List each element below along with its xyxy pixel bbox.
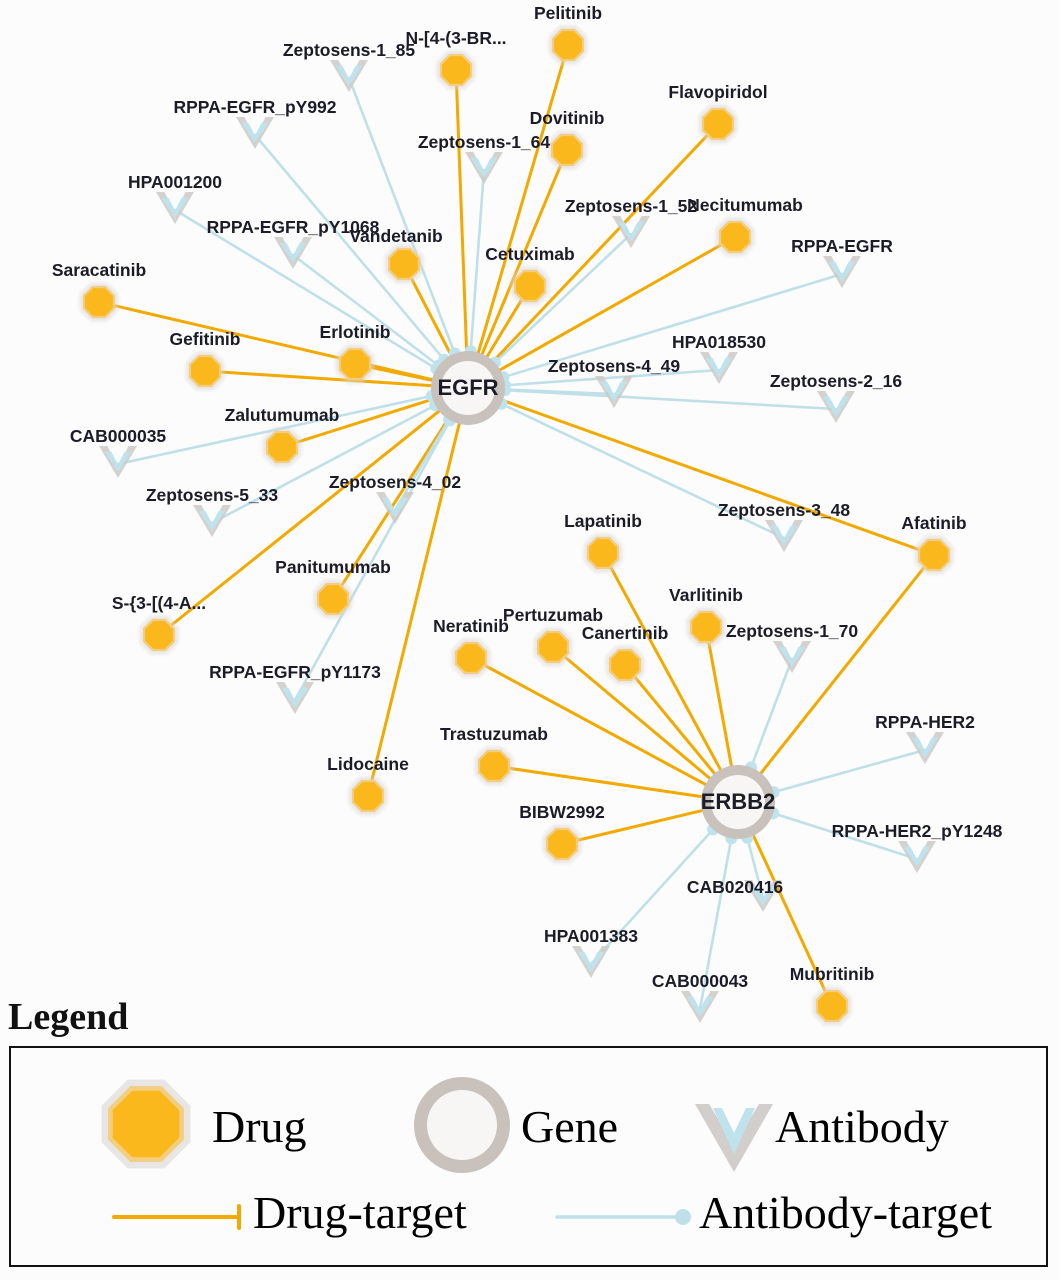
svg-text:Drug-target: Drug-target bbox=[253, 1187, 467, 1238]
svg-text:Panitumumab: Panitumumab bbox=[275, 557, 391, 577]
svg-text:CAB020416: CAB020416 bbox=[687, 877, 784, 897]
svg-text:Pelitinib: Pelitinib bbox=[534, 3, 602, 23]
svg-text:RPPA-EGFR_pY1173: RPPA-EGFR_pY1173 bbox=[209, 662, 381, 682]
svg-text:BIBW2992: BIBW2992 bbox=[519, 802, 605, 822]
svg-text:Canertinib: Canertinib bbox=[582, 623, 669, 643]
svg-text:Afatinib: Afatinib bbox=[901, 513, 966, 533]
svg-text:Zeptosens-1_85: Zeptosens-1_85 bbox=[283, 40, 416, 60]
svg-text:Zeptosens-2_16: Zeptosens-2_16 bbox=[770, 371, 903, 391]
svg-text:Zeptosens-1_70: Zeptosens-1_70 bbox=[726, 621, 859, 641]
svg-text:Cetuximab: Cetuximab bbox=[485, 244, 574, 264]
svg-text:S-{3-[(4-A...: S-{3-[(4-A... bbox=[112, 593, 206, 613]
svg-text:Antibody-target: Antibody-target bbox=[699, 1187, 992, 1238]
svg-text:Drug: Drug bbox=[212, 1101, 307, 1152]
svg-text:Varlitinib: Varlitinib bbox=[669, 585, 743, 605]
svg-text:Flavopiridol: Flavopiridol bbox=[668, 82, 767, 102]
svg-text:Lapatinib: Lapatinib bbox=[564, 511, 642, 531]
svg-text:Zeptosens-3_48: Zeptosens-3_48 bbox=[718, 500, 851, 520]
svg-text:HPA018530: HPA018530 bbox=[672, 332, 766, 352]
svg-text:Neratinib: Neratinib bbox=[433, 616, 509, 636]
svg-text:HPA001383: HPA001383 bbox=[544, 926, 638, 946]
svg-text:Saracatinib: Saracatinib bbox=[52, 260, 146, 280]
svg-text:RPPA-HER2: RPPA-HER2 bbox=[875, 712, 975, 732]
svg-text:RPPA-EGFR_pY992: RPPA-EGFR_pY992 bbox=[173, 97, 336, 117]
svg-text:Antibody: Antibody bbox=[775, 1101, 949, 1152]
svg-text:Dovitinib: Dovitinib bbox=[530, 108, 605, 128]
svg-text:CAB000043: CAB000043 bbox=[652, 971, 749, 991]
svg-text:Zalutumumab: Zalutumumab bbox=[225, 405, 340, 425]
svg-text:Gefitinib: Gefitinib bbox=[170, 329, 241, 349]
svg-text:Zeptosens-1_64: Zeptosens-1_64 bbox=[418, 132, 551, 152]
svg-text:RPPA-EGFR: RPPA-EGFR bbox=[791, 236, 893, 256]
svg-text:Trastuzumab: Trastuzumab bbox=[440, 724, 548, 744]
svg-text:CAB000035: CAB000035 bbox=[70, 426, 167, 446]
svg-text:Erlotinib: Erlotinib bbox=[320, 322, 391, 342]
svg-text:Gene: Gene bbox=[521, 1101, 618, 1152]
svg-text:Zeptosens-1_52: Zeptosens-1_52 bbox=[565, 196, 698, 216]
svg-text:EGFR: EGFR bbox=[437, 375, 498, 400]
svg-text:ERBB2: ERBB2 bbox=[701, 789, 776, 814]
svg-text:Zeptosens-4_49: Zeptosens-4_49 bbox=[548, 356, 681, 376]
svg-text:RPPA-HER2_pY1248: RPPA-HER2_pY1248 bbox=[832, 821, 1003, 841]
svg-text:Necitumumab: Necitumumab bbox=[687, 195, 803, 215]
svg-text:Zeptosens-5_33: Zeptosens-5_33 bbox=[146, 485, 279, 505]
svg-text:Zeptosens-4_02: Zeptosens-4_02 bbox=[329, 472, 462, 492]
svg-text:Pertuzumab: Pertuzumab bbox=[503, 605, 603, 625]
svg-text:RPPA-EGFR_pY1068: RPPA-EGFR_pY1068 bbox=[207, 217, 380, 237]
svg-text:N-[4-(3-BR...: N-[4-(3-BR... bbox=[405, 28, 506, 48]
svg-text:Lidocaine: Lidocaine bbox=[327, 754, 409, 774]
svg-text:HPA001200: HPA001200 bbox=[128, 172, 222, 192]
svg-text:Mubritinib: Mubritinib bbox=[790, 964, 875, 984]
